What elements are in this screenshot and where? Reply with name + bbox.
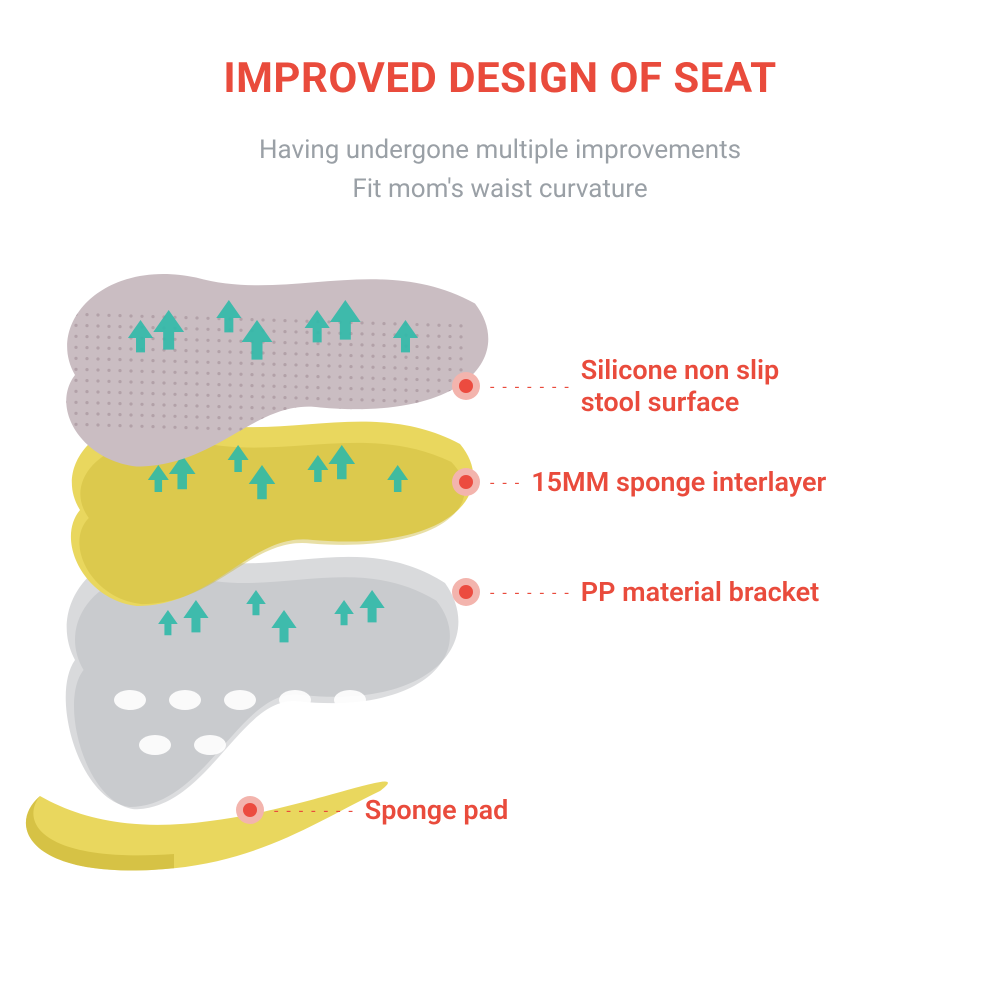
callout-leader: - - - - - - - [490,583,571,602]
callout-dot-icon [452,372,480,400]
callout-leader: - - - [490,473,521,492]
callout-dot-icon [236,796,264,824]
callout-label: Sponge pad [365,794,509,826]
callout-2: - - - - - - - PP material bracket [452,576,819,608]
subtitle-line-1: Having undergone multiple improvements [259,135,741,165]
callout-0: - - - - - - - Silicone non slip stool sur… [452,354,779,419]
callout-1: - - - 15MM sponge interlayer [452,466,826,498]
callout-3: - - - - - - - Sponge pad [236,794,508,826]
callout-label: PP material bracket [581,576,819,608]
callout-dot-icon [452,578,480,606]
callout-leader: - - - - - - - [490,377,571,396]
callout-label: 15MM sponge interlayer [531,466,826,498]
subtitle-line-2: Fit mom's waist curvature [352,174,647,204]
subtitle: Having undergone multiple improvements F… [0,131,1000,209]
callout-dot-icon [452,468,480,496]
page-title: IMPROVED DESIGN OF SEAT [0,54,1000,103]
callout-leader: - - - - - - - [274,801,355,820]
callout-label: Silicone non slip stool surface [581,354,779,419]
